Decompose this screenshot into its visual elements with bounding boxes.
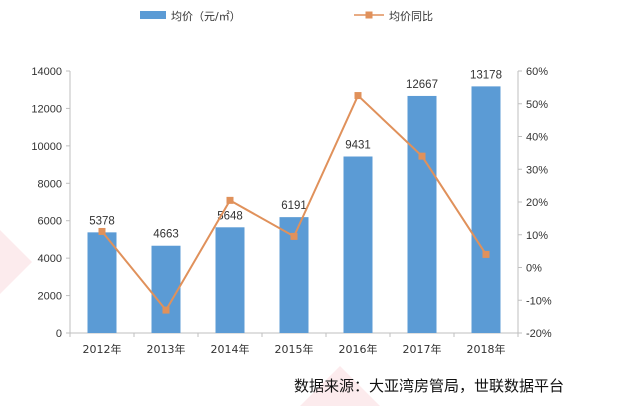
yoy-marker (482, 250, 490, 258)
x-tick-label: 2014年 (211, 342, 250, 356)
right-tick-label: 10% (526, 230, 548, 242)
right-tick-label: 30% (526, 164, 548, 176)
yoy-marker (162, 306, 170, 314)
right-tick-label: 20% (526, 197, 548, 209)
bar-data-label: 4663 (153, 229, 179, 241)
bar-data-label: 13178 (470, 69, 502, 81)
right-tick-label: 40% (526, 132, 548, 144)
bar (87, 232, 117, 333)
right-tick-label: 0% (526, 263, 542, 275)
bar-data-label: 6191 (281, 200, 307, 212)
right-tick-label: 50% (526, 99, 548, 111)
bar-data-label: 5378 (89, 215, 115, 227)
legend-bar-swatch (140, 11, 166, 19)
source-note: 数据来源：大亚湾房管局，世联数据平台 (293, 377, 564, 395)
x-tick-label: 2015年 (275, 342, 314, 356)
bar (407, 95, 437, 334)
line-series (98, 92, 490, 314)
left-tick-label: 12000 (31, 103, 62, 115)
legend-line-label: 均价同比 (389, 10, 433, 23)
right-tick-label: 60% (526, 66, 548, 78)
bar (215, 227, 245, 333)
x-tick-label: 2016年 (339, 342, 378, 356)
x-tick-label: 2018年 (467, 342, 506, 356)
legend-bar-label: 均价（元/㎡） (171, 10, 241, 23)
yoy-marker (418, 152, 426, 160)
bar-data-label: 12667 (406, 79, 438, 91)
watermark (0, 230, 380, 406)
bar (471, 86, 501, 333)
right-tick-label: -10% (526, 295, 552, 307)
left-tick-label: 8000 (38, 178, 62, 190)
bar-series (87, 86, 501, 334)
yoy-marker (226, 196, 234, 204)
right-axis-ticks: -20% -10% 0% 10% 20% 30% 40% 50% 60% (518, 66, 552, 340)
yoy-marker (354, 92, 362, 100)
left-tick-label: 6000 (38, 216, 62, 228)
left-tick-label: 2000 (38, 291, 62, 303)
left-tick-label: 4000 (38, 253, 62, 265)
x-tick-label: 2017年 (403, 342, 442, 356)
legend-line-marker (365, 11, 373, 19)
yoy-marker (290, 232, 298, 240)
bar (151, 245, 181, 333)
left-tick-label: 0 (56, 328, 62, 340)
yoy-marker (98, 227, 106, 235)
x-tick-label: 2012年 (83, 342, 122, 356)
bar-data-label: 9431 (345, 140, 371, 152)
left-tick-label: 10000 (31, 141, 62, 153)
bar (343, 156, 373, 333)
x-tick-label: 2013年 (147, 342, 186, 356)
left-axis-ticks: 0 2000 4000 6000 8000 10000 12000 14000 (31, 66, 70, 340)
x-axis-ticks: 2012年 2013年 2014年 2015年 2016年 2017年 2018年 (69, 333, 519, 356)
legend: 均价（元/㎡） 均价同比 (140, 10, 433, 23)
right-tick-label: -20% (526, 328, 552, 340)
left-tick-label: 14000 (31, 66, 62, 78)
